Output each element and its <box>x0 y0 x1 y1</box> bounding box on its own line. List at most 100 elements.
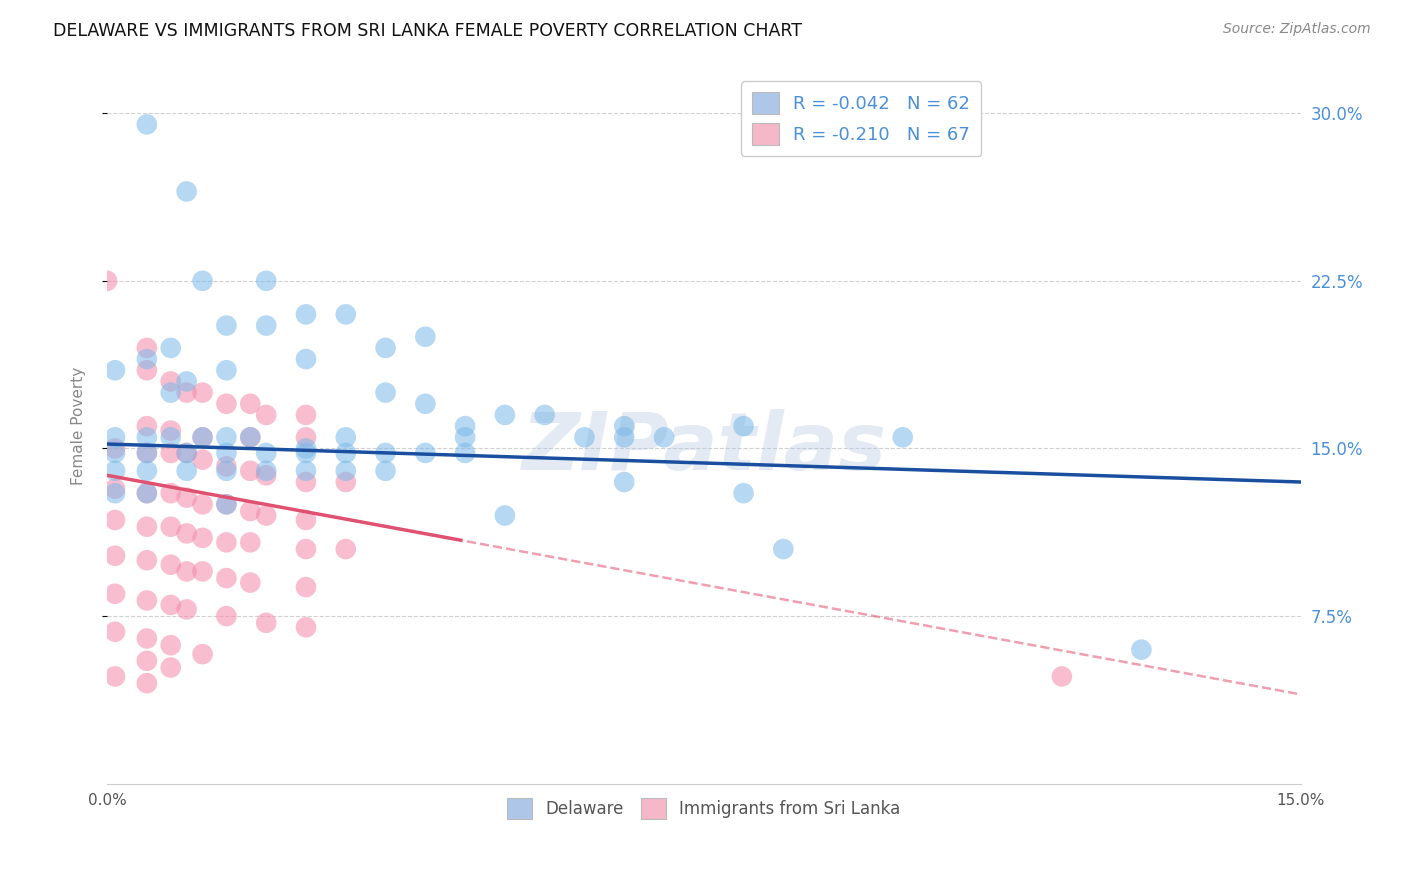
Point <box>254 508 277 523</box>
Point <box>239 464 262 478</box>
Point <box>295 307 318 321</box>
Point <box>295 446 318 460</box>
Point <box>159 519 181 533</box>
Point <box>159 558 181 572</box>
Y-axis label: Female Poverty: Female Poverty <box>72 367 86 485</box>
Point <box>176 602 198 616</box>
Point <box>104 464 127 478</box>
Point <box>135 341 157 355</box>
Point <box>176 446 198 460</box>
Point <box>159 638 181 652</box>
Point <box>176 491 198 505</box>
Point <box>159 660 181 674</box>
Point <box>254 464 277 478</box>
Point <box>295 464 318 478</box>
Point <box>733 486 755 500</box>
Point <box>135 419 157 434</box>
Point <box>135 632 157 646</box>
Point <box>239 535 262 549</box>
Point <box>135 519 157 533</box>
Point <box>135 464 157 478</box>
Point <box>613 430 636 444</box>
Point <box>176 185 198 199</box>
Point <box>104 486 127 500</box>
Point <box>374 464 396 478</box>
Point <box>295 442 318 456</box>
Point <box>254 468 277 483</box>
Point <box>891 430 914 444</box>
Point <box>295 408 318 422</box>
Point <box>295 513 318 527</box>
Point <box>191 565 214 579</box>
Point <box>104 363 127 377</box>
Point <box>374 341 396 355</box>
Point <box>335 430 357 444</box>
Point <box>415 446 437 460</box>
Point <box>215 535 238 549</box>
Point <box>159 446 181 460</box>
Point <box>104 513 127 527</box>
Point <box>374 446 396 460</box>
Point <box>215 464 238 478</box>
Point <box>1130 642 1153 657</box>
Point <box>191 430 214 444</box>
Point <box>191 385 214 400</box>
Point <box>159 598 181 612</box>
Point <box>215 430 238 444</box>
Text: ZIPatlas: ZIPatlas <box>522 409 886 486</box>
Point <box>191 452 214 467</box>
Point <box>335 464 357 478</box>
Point <box>454 430 477 444</box>
Point <box>494 408 516 422</box>
Point <box>135 352 157 367</box>
Point <box>215 318 238 333</box>
Point <box>135 446 157 460</box>
Point <box>295 620 318 634</box>
Point <box>415 329 437 343</box>
Point <box>135 593 157 607</box>
Point <box>191 647 214 661</box>
Point <box>215 497 238 511</box>
Point <box>239 430 262 444</box>
Point <box>335 542 357 557</box>
Point <box>176 446 198 460</box>
Point <box>159 424 181 438</box>
Point <box>135 676 157 690</box>
Point <box>295 580 318 594</box>
Point <box>104 624 127 639</box>
Point <box>176 464 198 478</box>
Point <box>254 318 277 333</box>
Point <box>135 363 157 377</box>
Point <box>104 669 127 683</box>
Point <box>191 531 214 545</box>
Point <box>104 446 127 460</box>
Point <box>613 475 636 489</box>
Point <box>215 497 238 511</box>
Point <box>215 609 238 624</box>
Point <box>239 504 262 518</box>
Point <box>176 385 198 400</box>
Point <box>239 397 262 411</box>
Point <box>772 542 794 557</box>
Point <box>104 549 127 563</box>
Point <box>215 571 238 585</box>
Point <box>135 553 157 567</box>
Point <box>652 430 675 444</box>
Point <box>254 446 277 460</box>
Point <box>215 459 238 474</box>
Point <box>613 419 636 434</box>
Point <box>335 475 357 489</box>
Point <box>215 397 238 411</box>
Text: DELAWARE VS IMMIGRANTS FROM SRI LANKA FEMALE POVERTY CORRELATION CHART: DELAWARE VS IMMIGRANTS FROM SRI LANKA FE… <box>53 22 803 40</box>
Point <box>104 482 127 496</box>
Point <box>239 575 262 590</box>
Point <box>254 274 277 288</box>
Point <box>374 385 396 400</box>
Point <box>104 442 127 456</box>
Point <box>239 430 262 444</box>
Point <box>135 486 157 500</box>
Point <box>159 385 181 400</box>
Point <box>176 526 198 541</box>
Point <box>104 430 127 444</box>
Point <box>104 587 127 601</box>
